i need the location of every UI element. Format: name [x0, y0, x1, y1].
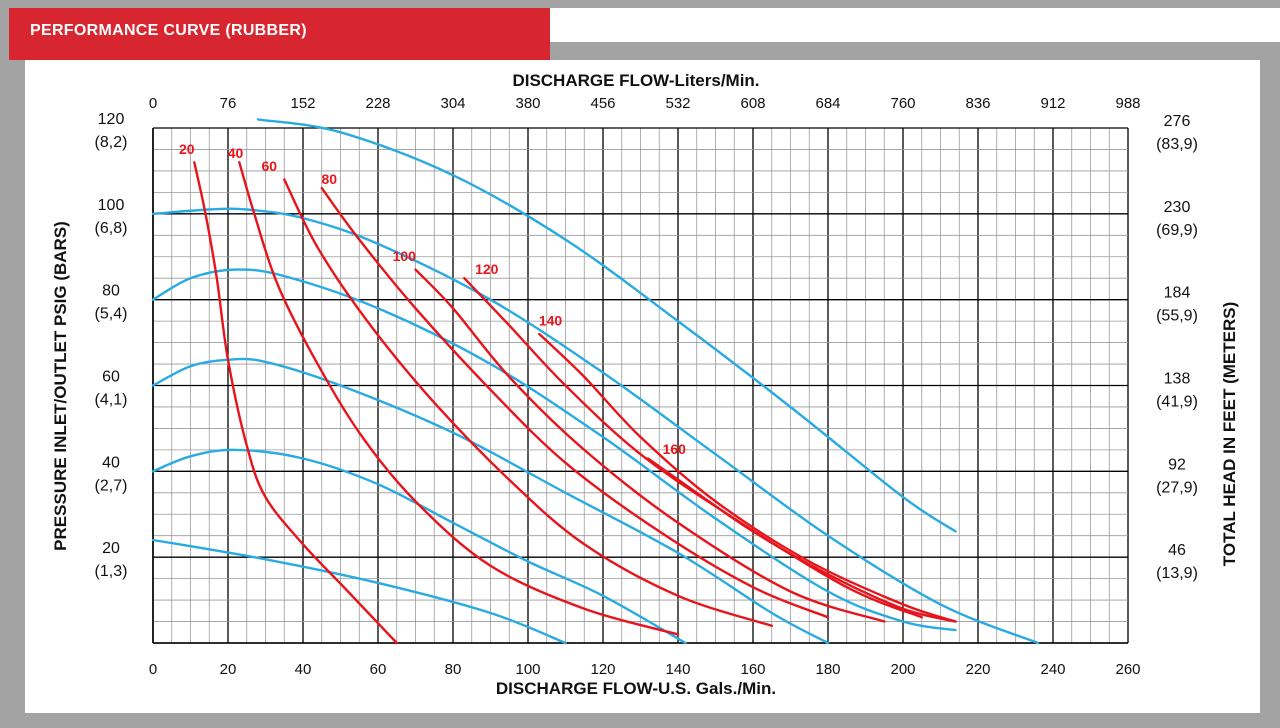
flow-curve-40 — [238, 161, 680, 636]
x2-tick-label: 836 — [965, 95, 990, 112]
flow-curve-label: 20 — [179, 141, 195, 157]
flow-curves: 20 40 60 80 100 120 140 160 — [179, 141, 957, 645]
flow-curve-label: 40 — [228, 145, 244, 161]
air-curve-4 — [151, 268, 957, 632]
x2-tick-label: 0 — [149, 95, 157, 112]
flow-curve-20 — [193, 161, 398, 645]
y2-tick-sublabel: (69,9) — [1156, 222, 1198, 239]
y2-tick-label: 138 — [1164, 371, 1191, 388]
y-tick-label: 120 — [98, 111, 125, 128]
y-tick-sublabel: (5,4) — [95, 306, 128, 323]
air-curve-3 — [151, 357, 830, 645]
x2-axis-title: DISCHARGE FLOW-Liters/Min. — [512, 71, 759, 90]
x-tick-label: 260 — [1115, 661, 1140, 678]
y2-axis-title: TOTAL HEAD IN FEET (METERS) — [1220, 302, 1239, 566]
y2-tick-sublabel: (55,9) — [1156, 308, 1198, 325]
y2-tick-label: 184 — [1164, 285, 1191, 302]
flow-curve-label: 100 — [393, 248, 417, 264]
tick-labels: 0 20 40 60 80 100 120 140 160 180 200 220 240 260 0 76 1… — [95, 95, 1198, 678]
x2-tick-label: 76 — [220, 95, 237, 112]
x2-tick-label: 152 — [290, 95, 315, 112]
y2-tick-sublabel: (41,9) — [1156, 394, 1198, 411]
flow-curve-80 — [320, 186, 830, 619]
y2-tick-label: 92 — [1168, 456, 1186, 473]
y2-tick-sublabel: (13,9) — [1156, 565, 1198, 582]
x-tick-label: 120 — [590, 661, 615, 678]
x-tick-label: 140 — [665, 661, 690, 678]
flow-curve-label: 140 — [539, 312, 563, 328]
x-axis-title: DISCHARGE FLOW-U.S. Gals./Min. — [496, 679, 776, 698]
flow-curve-label: 60 — [261, 158, 277, 174]
flow-curve-160 — [646, 457, 957, 623]
y-tick-label: 20 — [102, 540, 120, 557]
flow-curve-120 — [463, 277, 923, 619]
chart-panel: 20 40 60 80 100 120 140 160 0 20 40 60 80 100 120 140 1… — [25, 60, 1260, 713]
flow-curve-label: 120 — [475, 261, 499, 277]
x2-tick-label: 912 — [1040, 95, 1065, 112]
y-tick-sublabel: (6,8) — [95, 220, 128, 237]
x2-tick-label: 456 — [590, 95, 615, 112]
page-title: PERFORMANCE CURVE (RUBBER) — [30, 22, 307, 39]
y2-tick-label: 46 — [1168, 542, 1186, 559]
x2-tick-label: 380 — [515, 95, 540, 112]
y-tick-sublabel: (8,2) — [95, 134, 128, 151]
y2-tick-label: 230 — [1164, 199, 1191, 216]
y-tick-label: 100 — [98, 197, 125, 214]
y-tick-label: 40 — [102, 454, 120, 471]
flow-curve-label: 160 — [663, 441, 687, 457]
air-curve-1 — [151, 538, 567, 645]
flow-curve-140 — [538, 332, 957, 623]
air-curve-6 — [256, 118, 957, 533]
x-tick-label: 100 — [515, 661, 540, 678]
y-tick-sublabel: (1,3) — [95, 563, 128, 580]
x2-tick-label: 228 — [365, 95, 390, 112]
x2-tick-label: 760 — [890, 95, 915, 112]
x-tick-label: 0 — [149, 661, 157, 678]
x-tick-label: 40 — [295, 661, 312, 678]
x-tick-label: 180 — [815, 661, 840, 678]
x2-tick-label: 304 — [440, 95, 465, 112]
x-tick-label: 200 — [890, 661, 915, 678]
air-consumption-curves — [151, 118, 1040, 645]
header-strip — [550, 8, 1280, 42]
y2-tick-sublabel: (27,9) — [1156, 479, 1198, 496]
x-tick-label: 60 — [370, 661, 387, 678]
y-tick-sublabel: (2,7) — [95, 477, 128, 494]
x2-tick-label: 608 — [740, 95, 765, 112]
x-tick-label: 160 — [740, 661, 765, 678]
y-tick-label: 80 — [102, 283, 120, 300]
x2-tick-label: 684 — [815, 95, 840, 112]
air-curve-5 — [151, 207, 1040, 645]
header-bar — [9, 8, 550, 60]
x2-tick-label: 532 — [665, 95, 690, 112]
y-tick-sublabel: (4,1) — [95, 392, 128, 409]
flow-curve-label: 80 — [321, 171, 337, 187]
x-tick-label: 220 — [965, 661, 990, 678]
x2-tick-label: 988 — [1115, 95, 1140, 112]
flow-curve-60 — [283, 178, 773, 627]
y-axis-title: PRESSURE INLET/OUTLET PSIG (BARS) — [51, 221, 70, 551]
x-tick-label: 80 — [445, 661, 462, 678]
y2-tick-label: 276 — [1164, 113, 1191, 130]
y2-tick-sublabel: (83,9) — [1156, 136, 1198, 153]
y-tick-label: 60 — [102, 369, 120, 386]
x-tick-label: 240 — [1040, 661, 1065, 678]
flow-curve-100 — [414, 268, 886, 623]
x-tick-label: 20 — [220, 661, 237, 678]
air-curve-2 — [151, 448, 687, 645]
